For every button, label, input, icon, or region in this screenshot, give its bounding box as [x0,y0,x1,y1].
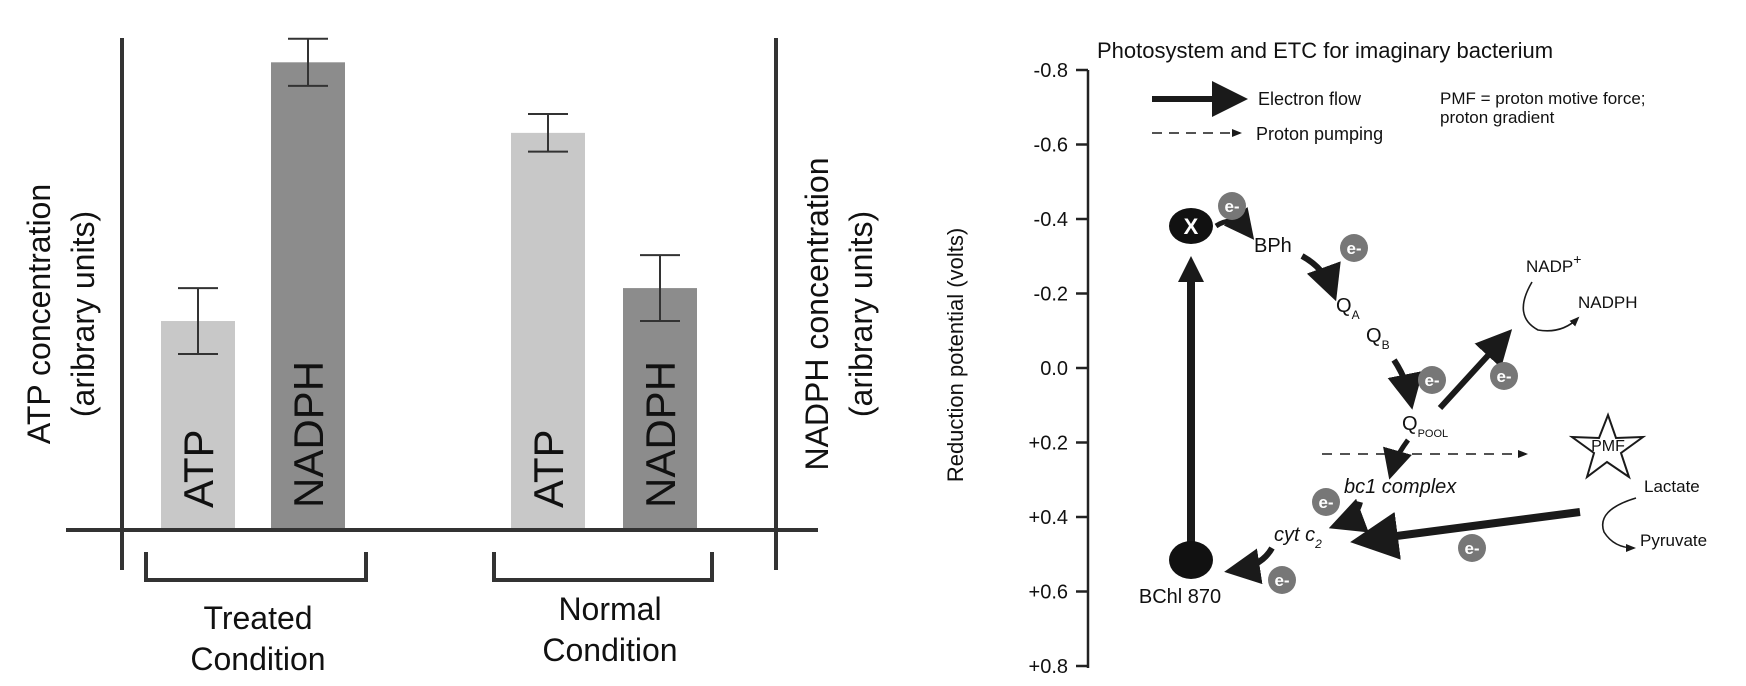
electron-badge-label: e- [1224,197,1239,216]
legend-electron-text: Electron flow [1258,89,1362,109]
potential-tick-label: +0.2 [1029,433,1068,455]
arrow-lactate-cyt [1350,508,1581,560]
bchl-label: BChl 870 [1139,586,1221,608]
nadph-label: NADPH [1578,293,1638,312]
right-axis-label-line2: (aribrary units) [843,211,879,417]
bar-label-0-1: NADPH [285,361,332,508]
bar-label-1-0: ATP [525,429,572,508]
potential-ticks: -0.8 -0.6 -0.4 -0.2 0.0 +0.2 +0.4 +0.6 +0.8 [1029,60,1088,678]
left-axis-label-line2: (aribrary units) [65,211,101,417]
bars-layer: ATP NADPH ATP NADPH [161,37,697,528]
potential-tick-label: -0.2 [1034,284,1068,306]
right-axis-label-line1: NADPH concentration [799,157,835,470]
electron-badge-icon [1312,488,1340,516]
arrow-cyt-bchl [1224,546,1275,585]
group-bracket-treated [144,552,368,582]
electron-badge-label: e- [1496,367,1511,386]
pmf-star [1568,412,1647,480]
potential-tick-label: +0.6 [1029,582,1068,604]
arrow-qb-qpool [1387,358,1423,410]
potential-tick-label: -0.4 [1034,209,1068,231]
nadp-label: NADP+ [1526,251,1581,276]
legend-pmf-note-1: PMF = proton motive force; [1440,89,1646,108]
electron-badge-icon [1218,192,1246,220]
group-bracket-normal [492,552,714,582]
x-node-label: X [1184,214,1199,239]
qa-label: QA [1336,295,1360,322]
bar-1-atp [511,132,585,528]
bar-0-nadph [271,62,345,528]
bar-label-0-0: ATP [175,429,222,508]
arrow-x-bph [1214,207,1255,240]
pmf-label: PMF [1591,438,1625,455]
left-axis-label-line1: ATP concentration [21,184,57,444]
group-label-treated-line1: Treated [203,600,312,636]
etc-diagram: Photosystem and ETC for imaginary bacter… [943,38,1707,678]
arrow-qpool-bc1 [1383,438,1412,480]
arrow-bc1-cyt [1328,498,1369,533]
potential-tick-label: +0.8 [1029,656,1068,678]
arrow-qpool-nadp [1437,329,1513,411]
bar-label-1-1: NADPH [637,361,684,508]
bchl-node [1169,541,1213,579]
group-label-normal-line1: Normal [558,591,661,627]
bph-label: BPh [1254,235,1292,257]
potential-tick-label: -0.8 [1034,60,1068,82]
potential-axis-label: Reduction potential (volts) [943,228,968,482]
pyruvate-label: Pyruvate [1640,531,1707,550]
group-label-normal-line2: Condition [542,632,677,668]
group-label-treated-line2: Condition [190,641,325,677]
electron-badge-icon [1340,234,1368,262]
qb-label: QB [1366,325,1390,352]
potential-tick-label: -0.6 [1034,135,1068,157]
electron-badge-label: e- [1464,539,1479,558]
bar-0-atp [161,321,235,528]
electron-badge-label: e- [1424,371,1439,390]
electron-badges: e-e-e-e-e-e-e- [1218,192,1518,594]
bc1-label: bc1 complex [1344,476,1457,498]
nadp-reduction-curve [1522,281,1580,332]
arrow-bph-qa [1300,253,1341,302]
lactate-label: Lactate [1644,477,1700,496]
electron-badge-label: e- [1346,239,1361,258]
cyt-label: cyt c2 [1274,524,1322,551]
electron-badge-icon [1268,566,1296,594]
potential-tick-label: 0.0 [1040,358,1068,380]
electron-badge-icon [1458,534,1486,562]
legend-proton-text: Proton pumping [1256,124,1383,144]
bar-chart: ATP NADPH ATP NADPH ATP concentration (arib… [21,37,879,677]
excitation-arrowhead [1178,256,1204,282]
qpool-label: QPOOL [1402,413,1448,440]
electron-badge-label: e- [1274,571,1289,590]
electron-badge-label: e- [1318,493,1333,512]
potential-tick-label: +0.4 [1029,507,1068,529]
diagram-title: Photosystem and ETC for imaginary bacter… [1097,38,1553,63]
lactate-oxidation-curve [1601,497,1637,552]
legend-pmf-note-2: proton gradient [1440,108,1555,127]
electron-badge-icon [1418,366,1446,394]
bar-1-nadph [623,288,697,528]
x-node [1169,208,1213,244]
electron-badge-icon [1490,362,1518,390]
